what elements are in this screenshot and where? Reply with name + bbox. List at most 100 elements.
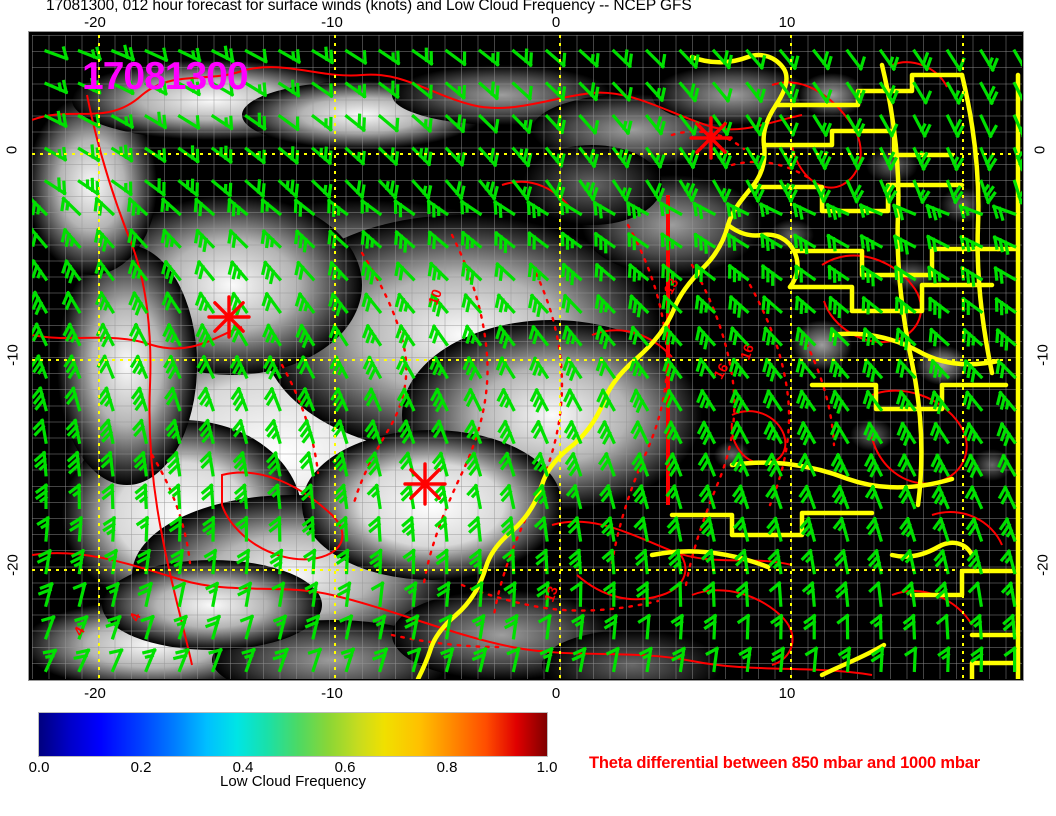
wind-barb-segment <box>656 187 666 203</box>
wind-barb-segment <box>728 295 733 310</box>
wind-barb-segment <box>970 485 984 510</box>
wind-barb-segment <box>870 240 875 250</box>
wind-barb <box>901 581 917 607</box>
wind-barb-segment <box>964 485 975 500</box>
wind-barb-segment <box>999 332 1005 347</box>
wind-barb <box>561 325 583 347</box>
map-plot-area[interactable]: 10 13 16 16 13 4 4 17081300 <box>28 31 1024 681</box>
wind-barb-segment <box>932 363 939 379</box>
wind-barb-segment <box>239 521 249 530</box>
wind-barb-segment <box>444 614 453 640</box>
wind-barb-segment <box>623 49 629 64</box>
wind-barb-segment <box>301 515 315 528</box>
wind-barb-segment <box>603 302 609 313</box>
wind-barb-segment <box>57 177 62 192</box>
wind-barb-segment <box>831 205 838 221</box>
wind-barb-segment <box>965 390 984 412</box>
wind-barb-segment <box>137 548 152 559</box>
wind-barb-segment <box>633 489 646 503</box>
wind-barb-segment <box>670 334 676 345</box>
wind-barb-segment <box>394 230 399 245</box>
wind-barb-segment <box>735 580 749 593</box>
wind-barb <box>665 484 683 510</box>
wind-barb-segment <box>792 202 817 217</box>
wind-barb-segment <box>628 294 634 310</box>
wind-barb-segment <box>561 325 569 340</box>
wind-barb-segment <box>32 290 38 304</box>
wind-barb-segment <box>789 155 799 170</box>
wind-barb-segment <box>306 554 317 563</box>
wind-barb-segment <box>436 270 442 280</box>
wind-barb-segment <box>605 527 615 537</box>
wind-barb-segment <box>277 581 286 608</box>
wind-barb-segment <box>1003 485 1017 510</box>
wind-barb-segment <box>838 463 846 474</box>
wind-barb-segment <box>852 155 860 166</box>
wind-barb <box>268 515 282 542</box>
wind-barb-segment <box>411 48 434 66</box>
wind-barb-segment <box>864 205 870 216</box>
wind-barb-segment <box>833 458 843 473</box>
wind-barb-segment <box>732 394 741 409</box>
wind-barb-segment <box>128 147 134 163</box>
wind-barb <box>511 81 533 101</box>
wind-barb-segment <box>378 581 385 607</box>
wind-barb-segment <box>899 363 906 378</box>
wind-barb-segment <box>702 431 712 446</box>
wind-barb-segment <box>598 204 603 219</box>
wind-barb <box>177 47 202 63</box>
wind-barb-segment <box>979 48 995 72</box>
wind-barb-segment <box>799 331 805 346</box>
wind-barb-segment <box>911 614 917 640</box>
wind-barb-segment <box>578 146 597 169</box>
wind-barb-segment <box>395 117 400 133</box>
wind-barb <box>210 113 234 131</box>
wind-barb <box>571 613 585 640</box>
wind-barb-segment <box>798 484 809 499</box>
wind-barb-segment <box>808 549 817 575</box>
wind-barb-segment <box>711 179 728 203</box>
wind-barb-segment <box>167 365 178 380</box>
wind-barb-segment <box>143 179 167 197</box>
wind-barb-segment <box>965 269 971 284</box>
wind-barb-segment <box>904 335 909 351</box>
wind-barb <box>845 179 865 204</box>
wind-barb-segment <box>32 359 43 374</box>
wind-barb-segment <box>745 146 762 170</box>
wind-barb-segment <box>366 424 378 439</box>
wind-barb-segment <box>496 387 506 402</box>
wind-barb-segment <box>765 484 776 498</box>
wind-barb-segment <box>658 154 666 169</box>
y-axis-tick-right-1: -10 <box>1034 344 1052 366</box>
wind-barb-segment <box>1003 240 1010 256</box>
wind-barb-segment <box>40 521 50 530</box>
wind-barb-segment <box>837 367 844 378</box>
wind-barb <box>231 418 249 445</box>
wind-barb-segment <box>398 297 406 313</box>
wind-barb-segment <box>711 581 716 607</box>
wind-barb <box>696 388 717 412</box>
wind-barb-segment <box>745 81 764 104</box>
wind-barb-segment <box>56 110 63 126</box>
wind-barb-segment <box>134 489 148 501</box>
wind-barb-segment <box>637 613 652 624</box>
wind-barb-segment <box>162 114 167 130</box>
wind-barb-segment <box>729 389 738 404</box>
wind-barb-segment <box>232 450 245 464</box>
wind-barb-segment <box>832 299 837 315</box>
wind-barb-segment <box>495 261 516 282</box>
wind-barb <box>533 515 549 542</box>
wind-barb-segment <box>922 123 932 138</box>
wind-barb-segment <box>755 88 761 99</box>
wind-barb-segment <box>770 335 776 345</box>
wind-barb-segment <box>204 620 220 629</box>
wind-barb <box>537 613 552 640</box>
wind-barb-segment <box>661 325 668 341</box>
wind-barb <box>102 515 117 542</box>
wind-barb-segment <box>627 263 632 278</box>
wind-barb-segment <box>66 424 79 437</box>
wind-barb-segment <box>858 203 866 218</box>
wind-barb-segment <box>598 330 606 345</box>
wind-barb <box>812 179 832 204</box>
wind-barb-segment <box>36 268 43 279</box>
